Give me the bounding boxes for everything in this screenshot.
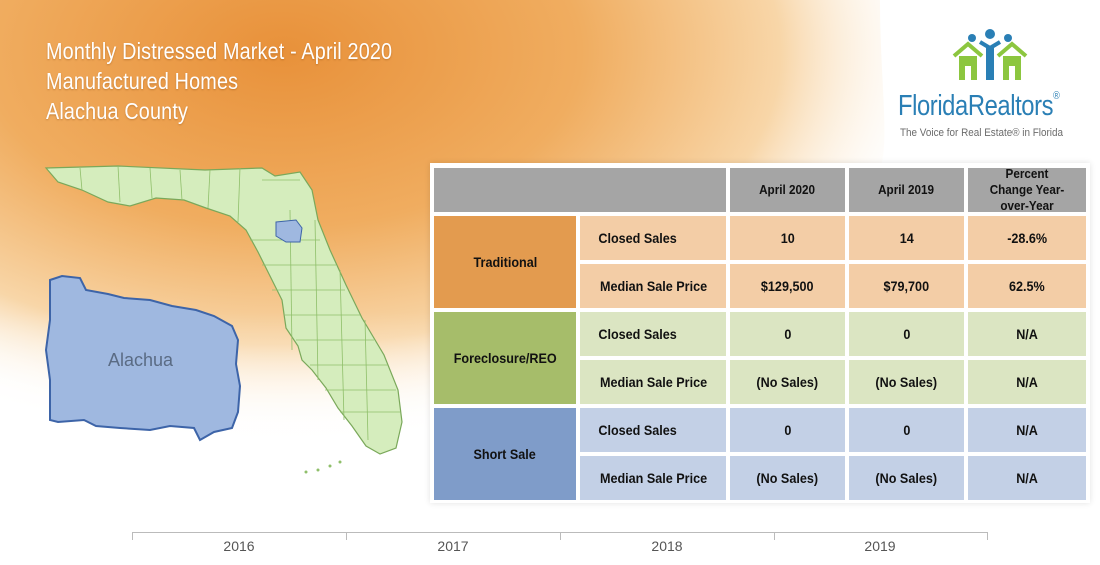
value-change: N/A [968, 456, 1086, 500]
timeline-year-2017: 2017 [437, 538, 469, 554]
value-change: 62.5% [968, 264, 1086, 308]
timeline-tick [346, 532, 347, 540]
title-line-report: Monthly Distressed Market - April 2020 [46, 38, 393, 64]
title-line-county: Alachua County [46, 98, 189, 124]
value-change: N/A [968, 360, 1086, 404]
logo-tagline: The Voice for Real Estate® in Florida [900, 127, 1064, 139]
value-change: N/A [968, 312, 1086, 356]
metric-closed-sales: Closed Sales [580, 216, 726, 260]
registered-mark: ® [1053, 90, 1060, 102]
florida-county-map: Alachua [44, 165, 403, 474]
value-previous: (No Sales) [849, 360, 964, 404]
value-previous: 0 [849, 408, 964, 452]
value-change: N/A [968, 408, 1086, 452]
metric-closed-sales: Closed Sales [580, 408, 726, 452]
county-lines [79, 165, 400, 441]
timeline-tick [774, 532, 775, 540]
header-april-2019: April 2019 [849, 168, 964, 212]
metric-median-sale-price: Median Sale Price [580, 264, 726, 308]
florida-state-shape [44, 165, 403, 455]
value-current: 0 [730, 312, 845, 356]
group-short-sale: Short Sale [434, 408, 576, 500]
page-title: Monthly Distressed Market - April 2020 M… [46, 36, 392, 126]
logo-wordmark: FloridaRealtors® [898, 90, 1060, 123]
florida-keys [304, 460, 342, 474]
timeline-tick [132, 532, 133, 540]
alachua-county-shape [44, 274, 242, 442]
value-previous: 0 [849, 312, 964, 356]
timeline-year-2016: 2016 [223, 538, 255, 554]
value-current: (No Sales) [730, 456, 845, 500]
value-current: 0 [730, 408, 845, 452]
florida-realtors-logo: FloridaRealtors® The Voice for Real Esta… [898, 26, 1088, 146]
logo-name-text: FloridaRealtors [898, 90, 1054, 122]
metric-closed-sales: Closed Sales [580, 312, 726, 356]
header-percent-change: Percent Change Year-over-Year [968, 166, 1086, 213]
value-previous: $79,700 [849, 264, 964, 308]
distressed-market-table: April 2020 April 2019 Percent Change Yea… [430, 163, 1090, 503]
value-change: -28.6% [968, 216, 1086, 260]
timeline-year-2019: 2019 [864, 538, 896, 554]
timeline-tick [987, 532, 988, 540]
people-houses-icon [952, 29, 1028, 80]
header-blank [434, 168, 726, 212]
metric-median-sale-price: Median Sale Price [580, 360, 726, 404]
alachua-location-highlight [275, 219, 303, 243]
year-timeline: 2016 2017 2018 2019 [132, 522, 988, 562]
group-foreclosure-reo: Foreclosure/REO [434, 312, 576, 404]
value-current: $129,500 [730, 264, 845, 308]
timeline-year-2018: 2018 [651, 538, 683, 554]
value-previous: (No Sales) [849, 456, 964, 500]
county-label: Alachua [108, 350, 174, 370]
value-current: (No Sales) [730, 360, 845, 404]
metric-median-sale-price: Median Sale Price [580, 456, 726, 500]
timeline-tick [560, 532, 561, 540]
group-traditional: Traditional [434, 216, 576, 308]
value-current: 10 [730, 216, 845, 260]
header-april-2020: April 2020 [730, 168, 845, 212]
value-previous: 14 [849, 216, 964, 260]
title-line-property-type: Manufactured Homes [46, 68, 239, 94]
